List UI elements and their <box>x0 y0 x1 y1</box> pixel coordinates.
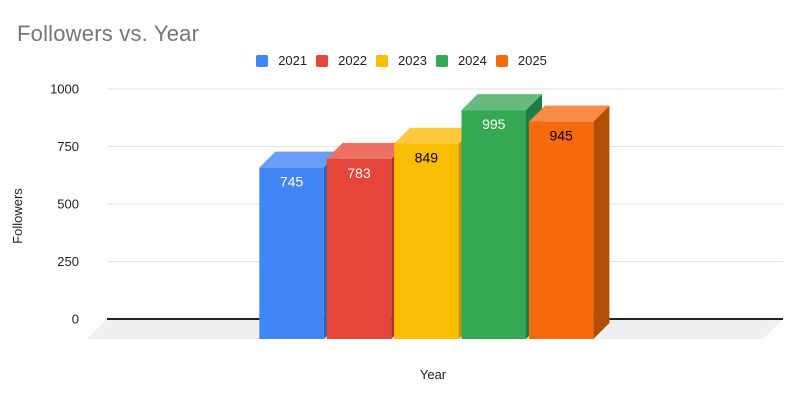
legend-label: 2024 <box>457 53 487 68</box>
bar-top-face[interactable] <box>326 142 408 159</box>
legend-label: 2021 <box>278 53 308 68</box>
chart-title: Followers vs. Year <box>17 21 200 46</box>
legend-item-2025[interactable]: 2025 <box>495 53 547 68</box>
bar-top-face[interactable] <box>394 127 475 144</box>
legend: 2021 2022 2023 2024 2025 <box>0 53 803 68</box>
legend-swatch <box>495 54 508 67</box>
legend-swatch <box>435 54 448 67</box>
bar-value-label: 849 <box>415 150 439 166</box>
y-axis-title: Followers <box>10 188 25 244</box>
bar-front-face[interactable] <box>326 158 392 339</box>
legend-item-2022[interactable]: 2022 <box>316 53 367 68</box>
legend-label: 2023 <box>398 53 427 68</box>
x-axis-title: Year <box>420 367 447 382</box>
bar-front-face[interactable] <box>259 167 324 339</box>
y-tick-label: 250 <box>57 254 79 269</box>
legend-swatch <box>376 54 389 67</box>
legend-item-2024[interactable]: 2024 <box>435 53 487 68</box>
legend-swatch <box>316 54 329 67</box>
legend-item-2023[interactable]: 2023 <box>376 53 427 68</box>
bar-value-label: 745 <box>280 174 304 190</box>
y-tick-label: 750 <box>57 139 79 154</box>
bar-front-face[interactable] <box>528 121 594 340</box>
bar-value-label: 945 <box>549 128 573 144</box>
legend-label: 2025 <box>517 53 547 68</box>
y-tick-label: 500 <box>57 197 79 212</box>
bar-value-label: 783 <box>347 165 371 181</box>
legend-swatch <box>256 54 269 67</box>
bar-value-label: 995 <box>482 116 506 132</box>
bar-2025[interactable]: 945 <box>528 105 610 340</box>
bar-side-face[interactable] <box>593 105 610 340</box>
bar-top-face[interactable] <box>259 151 340 168</box>
bar-front-face[interactable] <box>394 143 459 339</box>
y-tick-label: 1000 <box>50 82 79 97</box>
y-tick-label: 0 <box>72 312 79 327</box>
legend-item-2021[interactable]: 2021 <box>256 53 307 68</box>
bar-top-face[interactable] <box>528 105 610 122</box>
bar-front-face[interactable] <box>461 110 527 340</box>
bar-top-face[interactable] <box>461 94 543 111</box>
legend-label: 2022 <box>338 53 368 68</box>
